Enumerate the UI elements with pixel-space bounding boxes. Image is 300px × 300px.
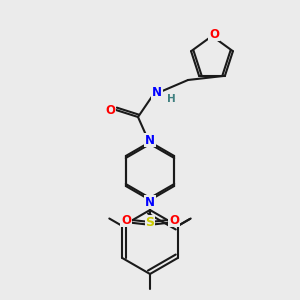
Text: S: S <box>146 215 154 229</box>
Text: H: H <box>167 94 176 104</box>
Text: O: O <box>169 214 179 226</box>
Text: N: N <box>145 196 155 208</box>
Text: O: O <box>121 214 131 226</box>
Text: O: O <box>105 103 115 116</box>
Text: O: O <box>209 28 219 40</box>
Text: N: N <box>145 134 155 146</box>
Text: N: N <box>152 86 162 100</box>
